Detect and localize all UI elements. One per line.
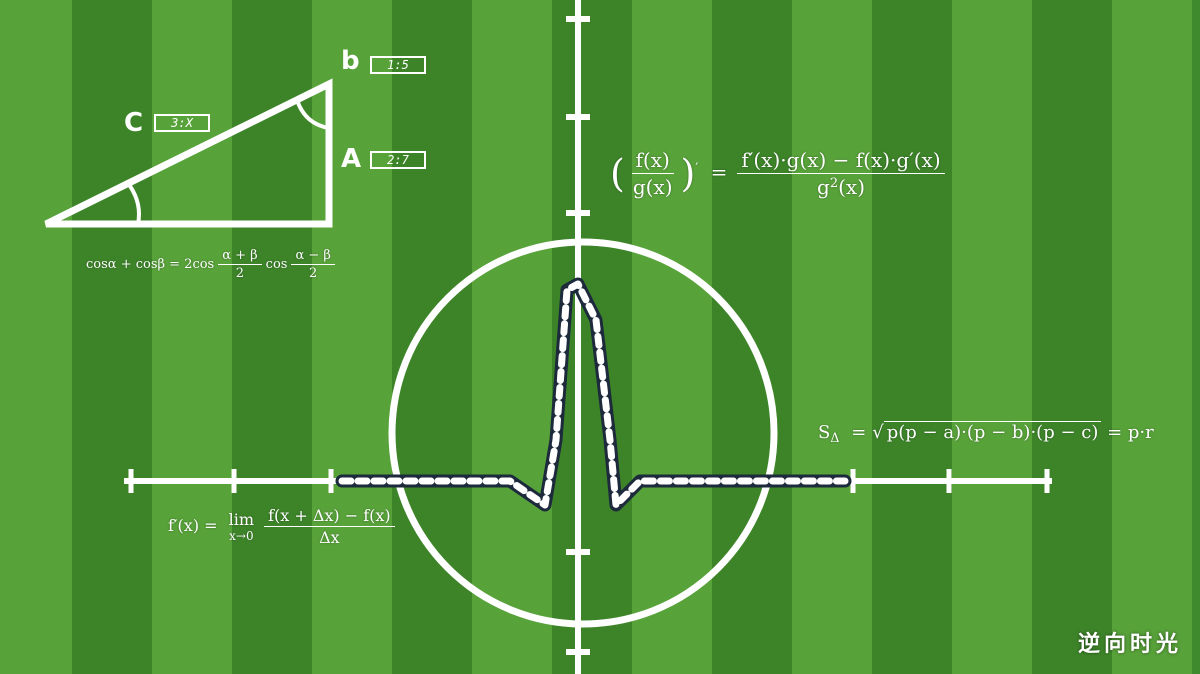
fraction-denominator: g(x) (632, 175, 673, 199)
denominator-tail: (x) (838, 175, 866, 199)
open-paren: ( (610, 151, 625, 196)
grass-stripe (1032, 0, 1112, 674)
close-paren: ) (680, 151, 696, 196)
triangle-box-b: 1:5 (370, 56, 426, 74)
angle-arc-c (128, 184, 141, 225)
denominator-base: g (817, 175, 830, 199)
watermark: 逆向时光 (1077, 632, 1182, 657)
heron-formula: SΔ = √ p(p − a)·(p − b)·(p − c) = p·r (818, 421, 1154, 445)
limit-operator: lim x→0 (229, 510, 254, 543)
grass-stripe (72, 0, 152, 674)
fraction-denominator: Δx (319, 528, 340, 547)
grass-stripe (392, 0, 472, 674)
area-symbol: S (818, 422, 831, 443)
grass-stripe (472, 0, 552, 674)
prime-mark: ′ (695, 160, 699, 176)
equals-sign: = (851, 422, 867, 443)
fraction-numerator: α − β (291, 248, 335, 265)
fraction-numerator: f′(x)·g(x) − f(x)·g′(x) (737, 148, 945, 174)
fraction: f′(x)·g(x) − f(x)·g′(x) g2(x) (737, 148, 945, 199)
derivative-lhs: f′(x) = (168, 516, 218, 535)
x-axis-ticks (128, 469, 1050, 493)
fraction-numerator: f(x) (631, 148, 674, 174)
radicand: p(p − a)·(p − b)·(p − c) (883, 421, 1102, 443)
quotient-rule-formula: (f(x) g(x))′ = f′(x)·g(x) − f(x)·g′(x) g2(x… (610, 148, 949, 199)
sqrt-symbol: √ (872, 422, 884, 443)
fraction-denominator: 2 (235, 266, 245, 281)
grass-stripe (792, 0, 872, 674)
grass-stripe (152, 0, 232, 674)
grass-stripe (632, 0, 712, 674)
center-circle (388, 238, 778, 628)
fraction-denominator: g2(x) (813, 174, 869, 199)
heron-rhs: = p·r (1107, 422, 1154, 443)
triangle-label-a: A (341, 144, 362, 174)
triangle-box-c: 3:X (154, 114, 210, 132)
triangle-box-a: 2:7 (370, 151, 426, 169)
formula-lhs: cosα + cosβ = 2cos (86, 257, 215, 272)
area-subscript: Δ (830, 429, 840, 445)
heartbeat-formation (338, 280, 849, 509)
grass-stripe (1112, 0, 1192, 674)
angle-arc-b (295, 99, 330, 130)
derivative-definition-formula: f′(x) = lim x→0 f(x + Δx) − f(x) Δx (168, 506, 399, 547)
grass-stripe (0, 0, 72, 674)
equals-sign: = (710, 160, 728, 184)
fraction-numerator: f(x + Δx) − f(x) (264, 506, 395, 527)
fraction-numerator: α + β (218, 248, 262, 265)
formula-mid: cos (265, 257, 288, 272)
limit-text: lim (228, 510, 255, 529)
triangle-label-b: b (341, 46, 360, 76)
denominator-exponent: 2 (829, 175, 839, 191)
grass-stripe (872, 0, 952, 674)
grass-stripe (952, 0, 1032, 674)
right-triangle (44, 78, 333, 228)
fraction-denominator: 2 (309, 266, 318, 281)
fraction: f(x) g(x) (629, 148, 677, 199)
triangle-label-c: C (124, 108, 144, 138)
grass-stripe (312, 0, 392, 674)
y-axis-ticks (566, 16, 590, 655)
limit-subscript: x→0 (229, 529, 254, 543)
fraction: f(x + Δx) − f(x) Δx (264, 506, 395, 547)
